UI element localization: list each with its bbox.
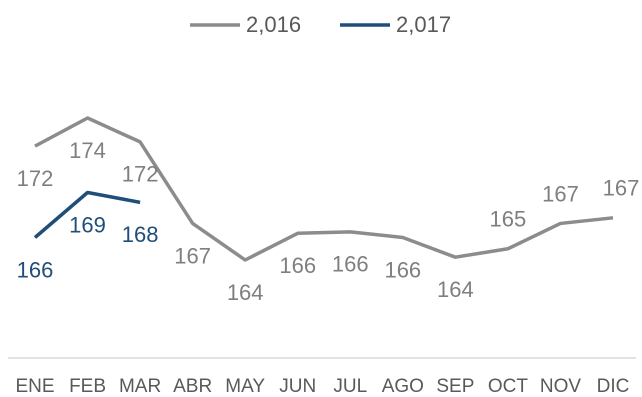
data-label: 174 (69, 138, 106, 163)
legend-label: 2,017 (396, 12, 451, 37)
x-tick-label: MAY (225, 376, 265, 397)
data-label: 172 (122, 162, 159, 187)
data-label: 166 (279, 253, 316, 278)
data-label: 165 (490, 207, 527, 232)
legend-label: 2,016 (246, 12, 301, 37)
x-tick-label: JUN (279, 376, 316, 397)
series-line (34, 116, 614, 262)
data-label: 167 (542, 181, 579, 206)
x-tick-label: JUL (333, 376, 367, 397)
x-tick-label: DIC (597, 376, 630, 397)
data-label: 167 (603, 176, 640, 201)
data-label: 167 (174, 243, 211, 268)
x-tick-label: AGO (382, 376, 424, 397)
data-label: 164 (437, 277, 474, 302)
x-tick-label: NOV (540, 376, 582, 397)
data-label: 166 (17, 257, 54, 282)
data-label: 169 (69, 212, 106, 237)
x-tick-label: MAR (119, 376, 161, 397)
x-tick-label: SEP (436, 376, 474, 397)
data-label: 164 (227, 280, 264, 305)
data-label: 166 (384, 257, 421, 282)
x-tick-label: OCT (488, 376, 529, 397)
data-label: 168 (122, 222, 159, 247)
data-label: 172 (17, 166, 54, 191)
x-tick-label: FEB (69, 376, 106, 397)
series-line (33, 190, 141, 239)
x-tick-label: ABR (173, 376, 212, 397)
data-label: 166 (332, 252, 369, 277)
x-tick-label: ENE (15, 376, 54, 397)
